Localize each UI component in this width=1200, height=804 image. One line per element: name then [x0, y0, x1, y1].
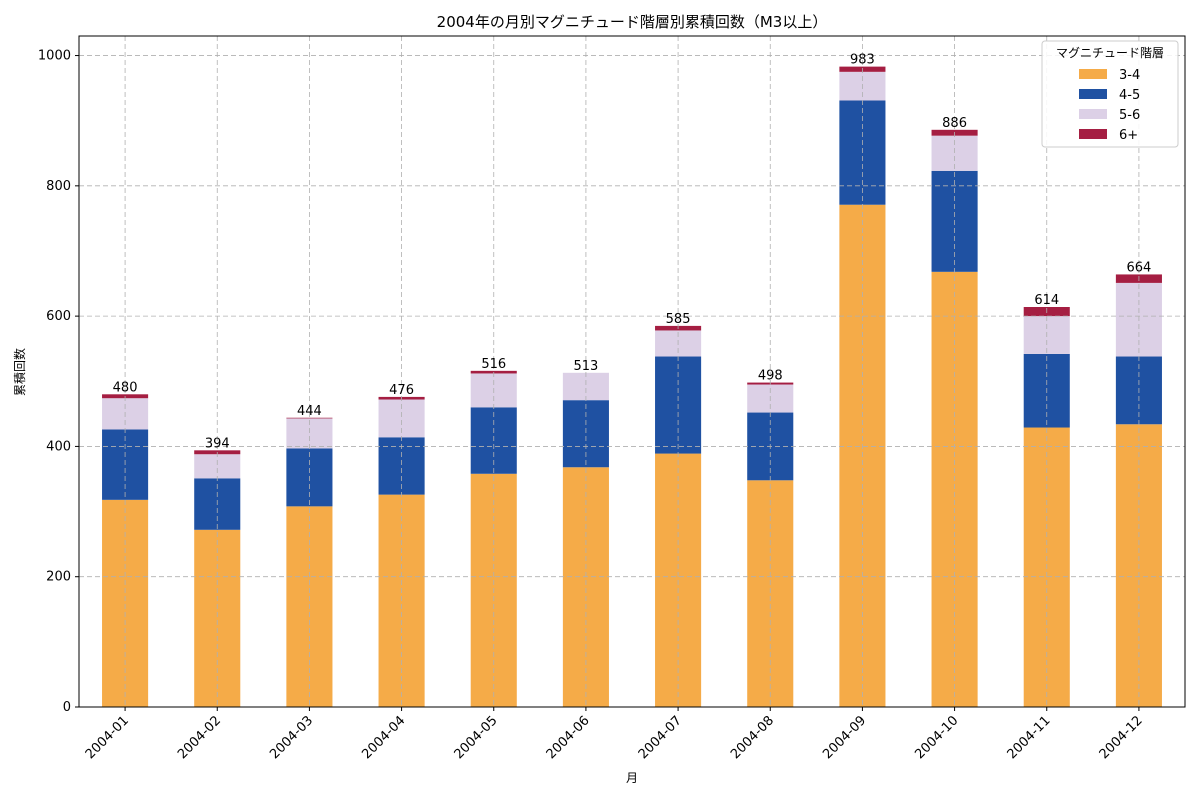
bar-segment-3-4 [562, 467, 609, 707]
legend-label: 4-5 [1119, 88, 1140, 103]
x-tick-label: 2004-09 [820, 713, 869, 762]
y-tick-label: 600 [46, 309, 71, 324]
total-label: 585 [666, 312, 691, 327]
total-labels: 480 394 444 476 516 513 585 498 983 886 614 664 [113, 53, 1152, 452]
total-label: 516 [481, 357, 506, 372]
total-label: 476 [389, 383, 414, 398]
x-tick-label: 2004-05 [452, 713, 501, 762]
x-tick-label: 2004-12 [1097, 713, 1146, 762]
bar-segment-3-4 [102, 499, 149, 707]
x-tick-label: 2004-06 [544, 713, 593, 762]
bar-segment-4-5 [562, 400, 609, 468]
legend: マグニチュード階層 3-4 4-5 5-6 6+ [1041, 40, 1179, 148]
plot-frame [78, 35, 1186, 708]
total-label: 480 [113, 380, 138, 395]
total-label: 614 [1034, 293, 1059, 308]
total-label: 513 [574, 359, 599, 374]
total-label: 983 [850, 53, 875, 68]
chart-title: 2004年の月別マグニチュード階層別累積回数（M3以上） [437, 13, 828, 31]
total-label: 394 [205, 436, 230, 451]
x-axis-label: 月 [626, 771, 638, 785]
x-tick-label: 2004-08 [728, 713, 777, 762]
legend-swatch [1079, 129, 1107, 139]
y-tick-label: 0 [63, 700, 71, 715]
x-tick-label: 2004-10 [912, 713, 961, 762]
bar-segment-5-6 [194, 454, 241, 479]
x-tick-label: 2004-04 [359, 713, 408, 762]
y-tick-label: 400 [46, 439, 71, 454]
bar-segment-5-6 [562, 372, 609, 401]
legend-swatch [1079, 69, 1107, 79]
y-tick-label: 1000 [38, 49, 71, 64]
x-tick-label: 2004-03 [267, 713, 316, 762]
legend-box [1041, 40, 1179, 148]
legend-label: 5-6 [1119, 108, 1140, 123]
legend-swatch [1079, 89, 1107, 99]
bar-segment-6+ [286, 417, 333, 419]
x-tick-label: 2004-01 [83, 713, 132, 762]
total-label: 886 [942, 116, 967, 131]
legend-label: 6+ [1119, 128, 1138, 143]
y-tick-label: 800 [46, 179, 71, 194]
x-tick-label: 2004-11 [1005, 713, 1054, 762]
bars [102, 66, 1162, 708]
legend-label: 3-4 [1119, 68, 1140, 83]
y-tick-label: 200 [46, 570, 71, 585]
legend-swatch [1079, 109, 1107, 119]
x-tick-label: 2004-07 [636, 713, 685, 762]
x-tick-label: 2004-02 [175, 713, 224, 762]
total-label: 444 [297, 404, 322, 419]
y-axis-label: 累積回数 [12, 348, 27, 396]
total-label: 498 [758, 369, 783, 384]
bar-segment-3-4 [931, 271, 978, 707]
legend-title: マグニチュード階層 [1056, 45, 1164, 60]
grid [79, 36, 1185, 708]
total-label: 664 [1127, 260, 1152, 275]
